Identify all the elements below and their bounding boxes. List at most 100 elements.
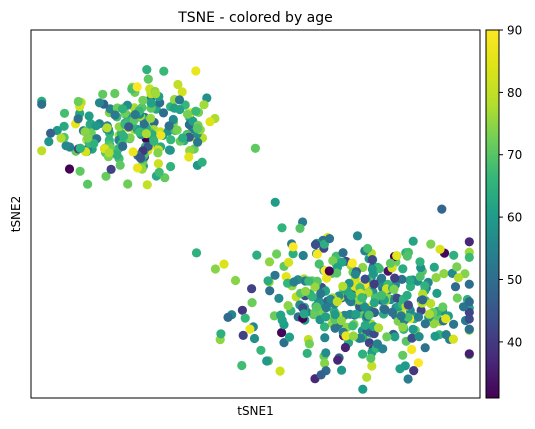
scatter-point	[284, 257, 294, 267]
scatter-point	[89, 138, 99, 149]
scatter-point	[450, 282, 461, 292]
scatter-point	[146, 98, 156, 108]
scatter-point	[277, 328, 287, 338]
scatter-point	[154, 167, 164, 177]
scatter-point	[382, 332, 392, 342]
scatter-point	[321, 312, 331, 322]
scatter-point	[321, 303, 331, 313]
scatter-point	[178, 133, 188, 143]
scatter-point	[346, 290, 356, 301]
scatter-point	[191, 66, 201, 76]
scatter-point	[403, 300, 413, 310]
scatter-point	[307, 292, 317, 302]
scatter-point	[240, 313, 250, 323]
scatter-point	[413, 358, 423, 368]
scatter-point	[316, 288, 326, 299]
scatter-point	[452, 293, 462, 303]
scatter-point	[75, 166, 85, 176]
scatter-point	[337, 365, 347, 375]
scatter-point	[256, 345, 266, 355]
scatter-point	[276, 310, 286, 320]
scatter-point	[37, 99, 47, 109]
scatter-point	[387, 307, 397, 317]
scatter-point	[417, 295, 428, 305]
scatter-point	[105, 104, 115, 114]
scatter-point	[247, 284, 257, 294]
scatter-point	[376, 290, 387, 300]
scatter-point	[288, 249, 298, 259]
scatter-point	[143, 74, 153, 84]
plot-frame	[30, 29, 481, 399]
scatter-point	[402, 290, 412, 300]
scatter-point	[408, 236, 418, 246]
scatter-point	[84, 111, 94, 121]
scatter-point	[284, 332, 295, 342]
scatter-point	[158, 108, 169, 118]
scatter-point	[360, 302, 370, 312]
scatter-point	[166, 161, 176, 172]
scatter-point	[367, 264, 377, 274]
scatter-point	[392, 251, 402, 261]
scatter-point	[415, 257, 425, 267]
scatter-point	[124, 122, 134, 132]
scatter-point	[153, 148, 163, 158]
colorbar-tick-label: 80	[507, 86, 522, 100]
scatter-point	[314, 259, 324, 269]
scatter-point	[128, 147, 138, 157]
scatter-point	[369, 279, 379, 289]
scatter-point	[205, 117, 215, 127]
scatter-point	[265, 286, 275, 296]
scatter-points	[37, 65, 474, 394]
scatter-point	[216, 329, 226, 339]
scatter-point	[61, 141, 71, 151]
scatter-point	[464, 314, 474, 324]
scatter-point	[288, 242, 298, 252]
scatter-point	[338, 248, 348, 258]
scatter-point	[91, 121, 101, 131]
scatter-point	[230, 275, 241, 286]
scatter-point	[360, 320, 370, 330]
chart-title: TSNE - colored by age	[177, 10, 333, 26]
colorbar-tick-label: 60	[507, 211, 522, 225]
scatter-point	[398, 264, 408, 274]
scatter-point	[355, 333, 366, 343]
scatter-point	[237, 305, 247, 315]
scatter-point	[402, 251, 412, 261]
scatter-point	[338, 281, 348, 291]
scatter-point	[110, 88, 120, 99]
scatter-point	[407, 333, 417, 343]
scatter-point	[146, 113, 156, 123]
scatter-point	[408, 324, 418, 334]
scatter-point	[223, 312, 233, 322]
scatter-point	[430, 331, 440, 341]
scatter-point	[182, 109, 193, 119]
scatter-point	[316, 370, 326, 380]
scatter-point	[156, 130, 166, 140]
scatter-point	[175, 104, 185, 115]
scatter-point	[321, 348, 331, 358]
scatter-point	[115, 160, 125, 170]
scatter-point	[98, 89, 108, 99]
scatter-point	[374, 264, 384, 274]
scatter-point	[37, 146, 47, 156]
colorbar	[485, 29, 500, 399]
scatter-point	[302, 348, 312, 358]
scatter-point	[118, 104, 128, 114]
scatter-point	[300, 286, 311, 296]
scatter-point	[142, 180, 152, 190]
scatter-point	[426, 298, 436, 309]
scatter-point	[312, 302, 322, 312]
scatter-point	[351, 309, 361, 319]
scatter-point	[414, 332, 424, 342]
scatter-point	[59, 121, 69, 131]
scatter-point	[310, 282, 320, 292]
scatter-point	[263, 276, 273, 286]
scatter-point	[247, 298, 257, 308]
scatter-point	[352, 231, 363, 241]
scatter-point	[398, 350, 408, 360]
scatter-point	[304, 276, 314, 286]
scatter-point	[138, 95, 148, 105]
scatter-point	[358, 384, 368, 394]
scatter-point	[295, 223, 305, 233]
scatter-point	[357, 293, 367, 303]
